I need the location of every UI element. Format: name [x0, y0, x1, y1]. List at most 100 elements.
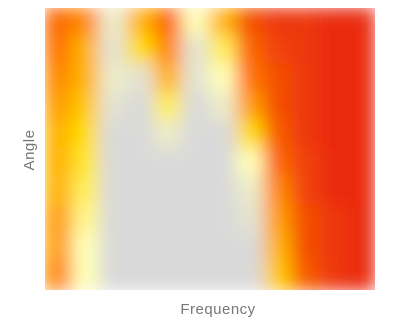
heatmap-cell: [264, 91, 294, 122]
heatmap-cell: [209, 91, 239, 122]
heatmap-cell: [209, 260, 239, 290]
heatmap-cell: [99, 204, 129, 235]
heatmap: [45, 8, 375, 290]
heatmap-cell: [319, 91, 349, 122]
heatmap-cell: [45, 63, 74, 94]
heatmap-cell: [291, 148, 321, 179]
heatmap-cell: [209, 148, 239, 179]
heatmap-cell: [236, 119, 266, 150]
heatmap-cell: [319, 260, 349, 290]
heatmap-cell: [126, 35, 156, 66]
heatmap-cell: [71, 119, 101, 150]
heatmap-cell: [99, 119, 129, 150]
heatmap-cell: [154, 148, 184, 179]
heatmap-cell: [181, 204, 211, 235]
heatmap-cell: [181, 232, 211, 263]
heatmap-cell: [99, 8, 129, 38]
heatmap-cell: [319, 119, 349, 150]
heatmap-cell: [154, 232, 184, 263]
heatmap-cell: [45, 8, 74, 38]
heatmap-cell: [291, 35, 321, 66]
heatmap-cell: [264, 204, 294, 235]
heatmap-cell: [99, 35, 129, 66]
heatmap-cell: [126, 119, 156, 150]
heatmap-cell: [319, 176, 349, 207]
heatmap-cell: [45, 176, 74, 207]
heatmap-cell: [264, 232, 294, 263]
heatmap-cell: [291, 204, 321, 235]
heatmap-cell: [319, 35, 349, 66]
heatmap-cell: [291, 232, 321, 263]
plot-area: [45, 8, 375, 290]
heatmap-cell: [45, 204, 74, 235]
heatmap-cell: [99, 63, 129, 94]
heatmap-cell: [209, 35, 239, 66]
heatmap-cell: [346, 260, 375, 290]
heatmap-cell: [291, 8, 321, 38]
heatmap-cell: [346, 91, 375, 122]
heatmap-cell: [154, 35, 184, 66]
heatmap-cell: [71, 204, 101, 235]
heatmap-cell: [319, 63, 349, 94]
heatmap-cell: [236, 35, 266, 66]
heatmap-cell: [99, 91, 129, 122]
heatmap-cell: [126, 8, 156, 38]
heatmap-cell: [236, 63, 266, 94]
heatmap-cell: [126, 91, 156, 122]
heatmap-cell: [264, 148, 294, 179]
heatmap-cell: [154, 8, 184, 38]
heatmap-cell: [319, 232, 349, 263]
heatmap-cell: [291, 119, 321, 150]
heatmap-cell: [264, 8, 294, 38]
heatmap-cell: [154, 260, 184, 290]
heatmap-cell: [71, 91, 101, 122]
y-axis-label: Angle: [21, 130, 38, 171]
heatmap-cell: [71, 35, 101, 66]
heatmap-cell: [209, 8, 239, 38]
heatmap-cell: [346, 232, 375, 263]
heatmap-cell: [71, 176, 101, 207]
heatmap-cell: [154, 176, 184, 207]
heatmap-cell: [346, 8, 375, 38]
heatmap-cell: [346, 63, 375, 94]
heatmap-cell: [45, 119, 74, 150]
heatmap-cell: [181, 260, 211, 290]
heatmap-cell: [71, 260, 101, 290]
heatmap-cell: [209, 204, 239, 235]
heatmap-cell: [154, 63, 184, 94]
heatmap-cell: [126, 232, 156, 263]
heatmap-cell: [181, 8, 211, 38]
heatmap-cell: [181, 148, 211, 179]
heatmap-cell: [236, 176, 266, 207]
heatmap-cell: [346, 204, 375, 235]
heatmap-cell: [264, 260, 294, 290]
heatmap-cell: [236, 232, 266, 263]
heatmap-cell: [236, 204, 266, 235]
heatmap-cell: [264, 176, 294, 207]
heatmap-cell: [71, 63, 101, 94]
heatmap-cell: [319, 148, 349, 179]
heatmap-cell: [291, 63, 321, 94]
heatmap-cell: [319, 204, 349, 235]
heatmap-cell: [181, 35, 211, 66]
heatmap-cell: [181, 63, 211, 94]
heatmap-cell: [99, 260, 129, 290]
heatmap-cell: [126, 63, 156, 94]
heatmap-cell: [99, 232, 129, 263]
heatmap-cell: [236, 148, 266, 179]
heatmap-cell: [291, 91, 321, 122]
heatmap-cell: [126, 176, 156, 207]
heatmap-cell: [209, 176, 239, 207]
heatmap-cell: [154, 204, 184, 235]
heatmap-cell: [264, 119, 294, 150]
heatmap-cell: [71, 232, 101, 263]
heatmap-cell: [236, 260, 266, 290]
heatmap-cell: [264, 35, 294, 66]
heatmap-cell: [71, 8, 101, 38]
heatmap-cell: [236, 91, 266, 122]
heatmap-cell: [45, 260, 74, 290]
heatmap-cell: [181, 119, 211, 150]
heatmap-cell: [346, 35, 375, 66]
heatmap-cell: [236, 8, 266, 38]
